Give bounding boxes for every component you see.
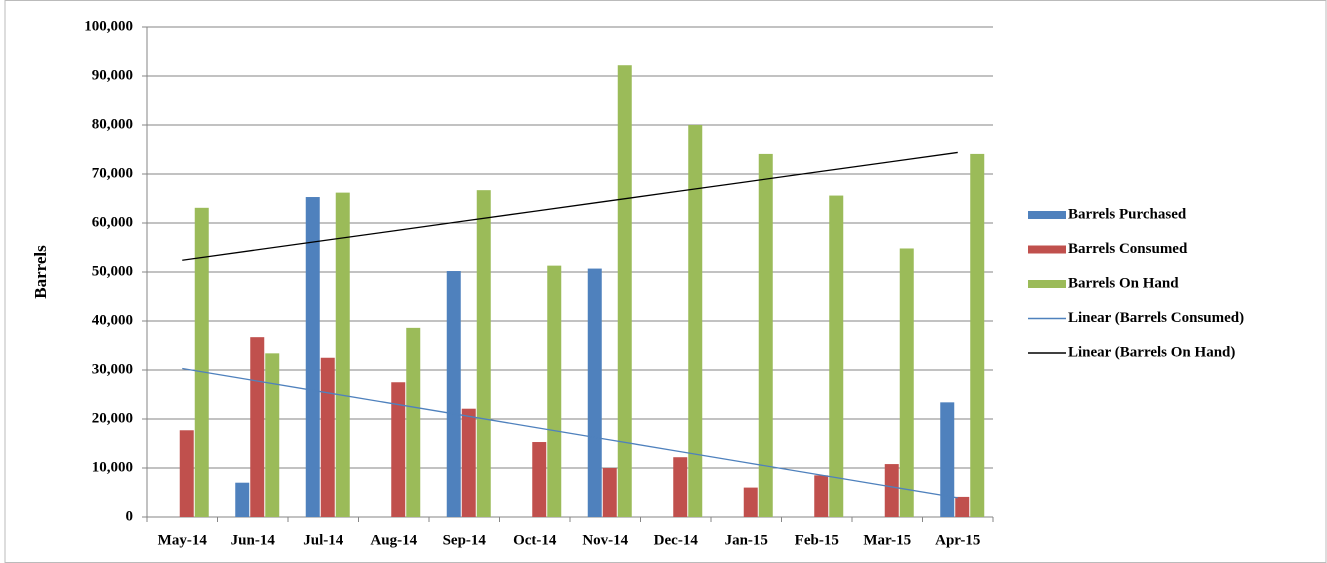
legend-label: Linear (Barrels On Hand) [1068, 344, 1235, 360]
bar [250, 337, 265, 517]
bar [305, 197, 320, 517]
bar [758, 153, 773, 517]
bar [688, 125, 703, 517]
bar [970, 153, 985, 517]
x-tick-label: May-14 [158, 532, 208, 548]
bar [814, 475, 829, 517]
bar [461, 408, 476, 517]
bar [476, 190, 491, 518]
x-tick-label: Feb-15 [795, 532, 839, 548]
bar [320, 357, 335, 517]
legend-label: Barrels Purchased [1068, 206, 1187, 222]
bar [406, 327, 421, 517]
bar [955, 496, 970, 517]
bar [547, 265, 562, 517]
y-tick-label: 80,000 [92, 116, 133, 132]
bar [602, 468, 617, 517]
legend-swatch [1028, 280, 1066, 288]
y-tick-label: 50,000 [92, 263, 133, 279]
y-tick-label: 100,000 [84, 18, 133, 34]
legend-swatch [1028, 245, 1066, 254]
trendline [182, 151, 958, 261]
legend-label: Barrels On Hand [1068, 275, 1179, 291]
bar [235, 482, 250, 517]
trendline [182, 367, 958, 499]
bar [587, 268, 602, 517]
x-tick-label: Aug-14 [370, 532, 417, 548]
y-tick-label: 40,000 [92, 312, 133, 328]
y-tick-label: 30,000 [92, 361, 133, 377]
bar [829, 195, 844, 517]
legend-label: Linear (Barrels Consumed) [1068, 310, 1244, 326]
bar [532, 442, 547, 517]
y-tick-label: 20,000 [92, 410, 133, 426]
x-tick-label: Oct-14 [513, 532, 557, 548]
x-tick-label: Dec-14 [654, 532, 699, 548]
bar [899, 248, 914, 518]
bar [743, 487, 758, 517]
legend-swatch [1028, 211, 1066, 219]
y-tick-label: 90,000 [92, 67, 133, 83]
x-tick-label: Sep-14 [443, 532, 487, 548]
x-tick-label: Jun-14 [231, 532, 276, 548]
bar [884, 464, 899, 517]
bar [335, 192, 350, 517]
bar [446, 271, 461, 517]
bar [617, 65, 632, 517]
y-axis-label: Barrels [31, 245, 50, 299]
legend-label: Barrels Consumed [1068, 241, 1188, 257]
bar [391, 382, 406, 517]
bar [194, 207, 209, 517]
y-tick-label: 0 [126, 508, 134, 524]
x-tick-label: Mar-15 [863, 532, 911, 548]
y-tick-label: 70,000 [92, 165, 133, 181]
bar [265, 353, 280, 517]
y-tick-label: 10,000 [92, 459, 133, 475]
x-tick-label: Jul-14 [303, 532, 344, 548]
x-tick-label: Nov-14 [582, 532, 628, 548]
bar [673, 457, 688, 517]
bar [940, 402, 955, 517]
x-tick-label: Jan-15 [725, 532, 768, 548]
bar [179, 430, 194, 517]
x-tick-label: Apr-15 [935, 532, 980, 548]
y-tick-label: 60,000 [92, 214, 133, 230]
